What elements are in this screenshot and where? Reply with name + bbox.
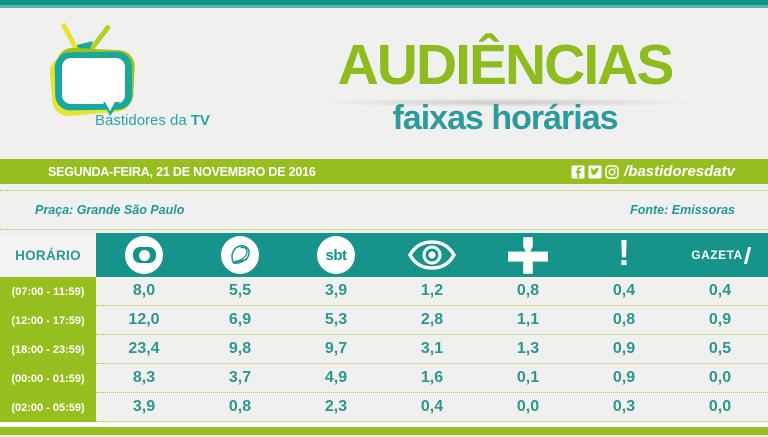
table-row: (00:00 - 01:59) 8,3 3,7 4,9 1,6 0,1 0,9 …	[0, 364, 768, 393]
divider	[0, 190, 768, 191]
redetv-logo-icon: !	[618, 231, 630, 273]
divider	[0, 229, 768, 230]
rating-cell: 0,9	[612, 340, 636, 357]
band-logo-icon	[408, 240, 456, 270]
rating-cell: 0,4	[612, 282, 636, 299]
instagram-icon	[605, 164, 619, 179]
rating-cell: 0,0	[516, 398, 540, 415]
rating-cell: 23,4	[128, 340, 160, 357]
rating-cell: 9,8	[228, 340, 252, 357]
table-row: (18:00 - 23:59) 23,4 9,8 9,7 3,1 1,3 0,9…	[0, 335, 768, 364]
rating-cell: 0,4	[708, 282, 732, 299]
cultura-logo-icon	[508, 236, 548, 274]
title-shadow	[315, 98, 695, 107]
time-slot-cell: (02:00 - 05:59)	[0, 393, 96, 422]
rating-cell: 0,3	[612, 398, 636, 415]
record-logo-icon	[221, 236, 259, 274]
rating-cell: 1,3	[516, 340, 540, 357]
rating-cell: 0,8	[612, 311, 636, 328]
rating-cell: 1,6	[420, 369, 444, 386]
rating-cell: 5,5	[228, 282, 252, 299]
social-handle: /bastidoresdatv	[624, 163, 735, 180]
time-slot-cell: (12:00 - 17:59)	[0, 306, 96, 335]
rating-cell: 3,9	[324, 282, 348, 299]
social-links: /bastidoresdatv	[571, 163, 735, 180]
twitter-icon	[588, 165, 602, 178]
rating-cell: 0,8	[516, 282, 540, 299]
brand-name: Bastidores da TV	[95, 112, 210, 129]
rating-cell: 0,9	[612, 369, 636, 386]
facebook-icon	[571, 165, 585, 178]
sbt-logo-icon: sbt	[317, 236, 355, 274]
channel-globo	[96, 233, 192, 277]
rating-cell: 2,8	[420, 311, 444, 328]
praca-label: Praça: Grande São Paulo	[35, 203, 185, 217]
rating-cell: 8,0	[132, 282, 156, 299]
ratings-table: HORÁRIO sbt	[0, 233, 768, 422]
rating-cell: 4,9	[324, 369, 348, 386]
channel-sbt: sbt	[288, 233, 384, 277]
bottom-gap	[0, 422, 768, 427]
rating-cell: 3,9	[132, 398, 156, 415]
bastidores-tv-logo-icon	[49, 22, 135, 117]
rating-cell: 12,0	[128, 311, 160, 328]
rating-cell: 0,5	[708, 340, 732, 357]
channel-record	[192, 233, 288, 277]
rating-cell: 0,0	[708, 398, 732, 415]
bottom-accent-bar	[0, 427, 768, 435]
channel-band	[384, 233, 480, 277]
rating-cell: 6,9	[228, 311, 252, 328]
top-accent-strip	[0, 0, 768, 8]
channel-cultura	[480, 233, 576, 277]
table-row: (07:00 - 11:59) 8,0 5,5 3,9 1,2 0,8 0,4 …	[0, 277, 768, 306]
rating-cell: 3,7	[228, 369, 252, 386]
rating-cell: 0,0	[708, 369, 732, 386]
table-header: HORÁRIO sbt	[0, 233, 768, 277]
sbt-label: sbt	[325, 246, 348, 264]
date-label: SEGUNDA-FEIRA, 21 DE NOVEMBRO DE 2016	[48, 164, 316, 179]
globo-logo-icon	[125, 236, 163, 274]
brand-name-regular: Bastidores da	[95, 112, 187, 129]
rating-cell: 2,3	[324, 398, 348, 415]
table-row: (02:00 - 05:59) 3,9 0,8 2,3 0,4 0,0 0,3 …	[0, 393, 768, 422]
channel-redetv: !	[576, 233, 672, 277]
rating-cell: 9,7	[324, 340, 348, 357]
channel-gazeta: GAZETA	[672, 233, 768, 277]
rating-cell: 3,1	[420, 340, 444, 357]
table-row: (12:00 - 17:59) 12,0 6,9 5,3 2,8 1,1 0,8…	[0, 306, 768, 335]
brand-name-bold: TV	[190, 112, 210, 129]
rating-cell: 5,3	[324, 311, 348, 328]
rating-cell: 1,1	[516, 311, 540, 328]
date-bar: SEGUNDA-FEIRA, 21 DE NOVEMBRO DE 2016 /b…	[0, 159, 768, 184]
rating-cell: 1,2	[420, 282, 444, 299]
gazeta-logo-icon: GAZETA	[691, 246, 751, 264]
page-subtitle: faixas horárias	[392, 99, 618, 137]
page-title: AUDIÊNCIAS	[337, 33, 675, 97]
time-slot-cell: (00:00 - 01:59)	[0, 364, 96, 393]
meta-row: Praça: Grande São Paulo Fonte: Emissoras	[0, 196, 768, 224]
rating-cell: 0,1	[516, 369, 540, 386]
rating-cell: 0,8	[228, 398, 252, 415]
time-slot-cell: (07:00 - 11:59)	[0, 277, 96, 306]
rating-cell: 8,3	[132, 369, 156, 386]
channel-header-row: sbt	[96, 233, 768, 277]
fonte-label: Fonte: Emissoras	[630, 203, 735, 217]
rating-cell: 0,9	[708, 311, 732, 328]
gazeta-label: GAZETA	[691, 248, 743, 262]
time-slot-cell: (18:00 - 23:59)	[0, 335, 96, 364]
rating-cell: 0,4	[420, 398, 444, 415]
time-column-header: HORÁRIO	[0, 233, 96, 277]
gazeta-slash	[743, 246, 751, 264]
